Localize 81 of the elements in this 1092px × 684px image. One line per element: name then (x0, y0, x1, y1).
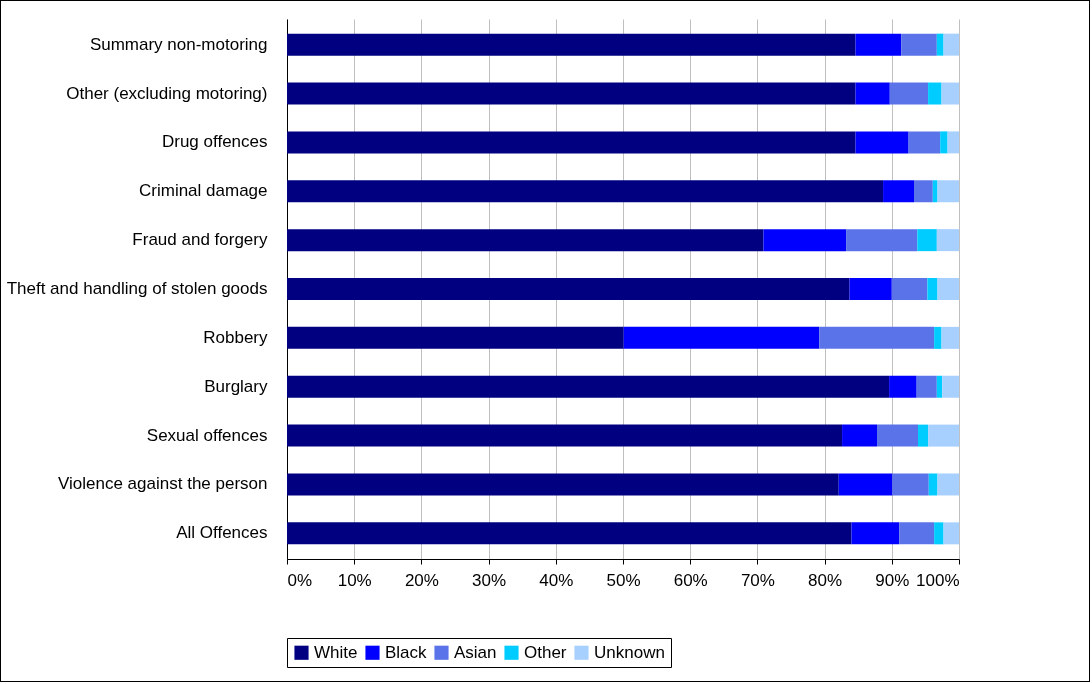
bar (908, 131, 941, 154)
y-tick-label: Sexual offences (146, 425, 268, 445)
y-tick-label: All Offences (176, 523, 268, 543)
x-tick-label: 50% (606, 570, 641, 590)
bar (942, 375, 959, 398)
bar (855, 82, 890, 105)
bar (937, 473, 959, 496)
legend-label: Other (524, 642, 567, 662)
bar (889, 82, 929, 105)
bar (927, 278, 938, 300)
x-tick-label: 80% (808, 570, 843, 590)
bar (287, 82, 856, 105)
bar (937, 180, 959, 203)
bar (287, 180, 884, 203)
bar (941, 82, 959, 105)
bar (877, 424, 919, 447)
bar (849, 278, 892, 300)
x-tick-label: 0% (287, 570, 313, 590)
bar (899, 522, 935, 545)
legend-label: White (314, 642, 358, 662)
bar (928, 82, 942, 105)
y-tick-label: Other (excluding motoring) (66, 83, 268, 103)
bar (838, 473, 893, 496)
y-tick-label: Criminal damage (139, 181, 268, 201)
bar (846, 229, 918, 252)
x-tick-label: 40% (539, 570, 574, 590)
bar (287, 33, 856, 56)
bar (287, 326, 624, 349)
bar (916, 375, 937, 398)
bar (936, 375, 943, 398)
y-tick-label: Drug offences (161, 132, 268, 152)
bar (892, 473, 929, 496)
bar (883, 180, 914, 203)
bar (287, 278, 850, 300)
x-tick-label: 30% (472, 570, 507, 590)
bar (917, 229, 937, 252)
bar (928, 473, 938, 496)
x-tick-label: 20% (404, 570, 439, 590)
y-tick-label: Summary non-motoring (89, 34, 268, 54)
bar (287, 375, 890, 398)
bar (940, 131, 948, 154)
bar (928, 424, 959, 447)
bar (936, 229, 959, 252)
bar (287, 522, 852, 545)
bar (936, 33, 944, 56)
bar (947, 131, 959, 154)
bar (901, 33, 937, 56)
y-tick-label: Burglary (204, 376, 268, 396)
bar (889, 375, 917, 398)
bar (287, 131, 856, 154)
bar (851, 522, 900, 545)
bar (623, 326, 820, 349)
y-tick-label: Violence against the person (57, 474, 268, 494)
bar (287, 424, 843, 447)
bar (855, 131, 909, 154)
x-tick-label: 60% (673, 570, 708, 590)
bar (943, 33, 959, 56)
bar (934, 326, 942, 349)
bar (819, 326, 935, 349)
bar (891, 278, 928, 300)
bar (287, 229, 764, 252)
legend-label: Black (385, 642, 428, 662)
x-tick-label: 10% (337, 570, 372, 590)
x-tick-label: 90% (875, 570, 910, 590)
bar (842, 424, 878, 447)
bar (937, 278, 959, 300)
x-tick-label: 100% (916, 570, 960, 590)
y-tick-label: Robbery (203, 327, 268, 347)
x-tick-label: 70% (740, 570, 775, 590)
y-tick-label: Fraud and forgery (132, 230, 268, 250)
y-tick-label: Theft and handling of stolen goods (6, 279, 268, 298)
bar (287, 473, 839, 496)
bar (913, 180, 933, 203)
bar (763, 229, 847, 252)
bar (943, 522, 959, 545)
bar (941, 326, 959, 349)
bar (918, 424, 929, 447)
bar (934, 522, 944, 545)
legend-label: Unknown (594, 642, 665, 662)
bar (855, 33, 902, 56)
legend-label: Asian (454, 642, 497, 662)
